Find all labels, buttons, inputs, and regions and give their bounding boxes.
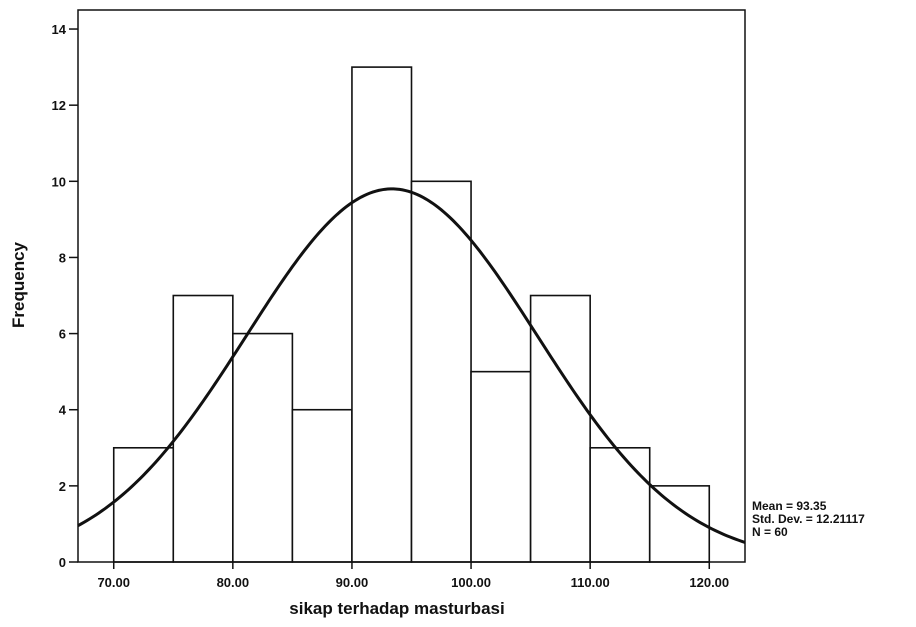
y-axis: 0 2 4 6 8 10 12 14 <box>52 22 78 570</box>
histogram-bar-6 <box>470 370 532 563</box>
x-axis: 70.00 80.00 90.00 100.00 110.00 120.00 <box>97 562 729 590</box>
stats-std-dev: Std. Dev. = 12.21117 <box>752 512 865 526</box>
stats-mean: Mean = 93.35 <box>752 499 827 513</box>
histogram-bar-9 <box>648 485 711 563</box>
y-tick-label-3: 6 <box>59 327 66 342</box>
x-tick-label-0: 70.00 <box>97 575 130 590</box>
histogram-bar-7 <box>529 294 591 563</box>
y-tick-label-7: 14 <box>52 22 67 37</box>
stats-n: N = 60 <box>752 525 788 539</box>
x-tick-label-1: 80.00 <box>217 575 250 590</box>
histogram-bar-0 <box>112 446 175 563</box>
x-tick-label-3: 100.00 <box>451 575 491 590</box>
x-tick-label-2: 90.00 <box>336 575 369 590</box>
histogram-bar-2 <box>232 332 294 563</box>
plot-area-frame <box>77 9 746 563</box>
normal-curve <box>77 187 746 544</box>
histogram-bars <box>112 66 711 563</box>
x-axis-title: sikap terhadap masturbasi <box>289 599 504 618</box>
y-tick-label-0: 0 <box>59 555 66 570</box>
histogram-bar-4 <box>351 66 413 563</box>
stats-box: Mean = 93.35 Std. Dev. = 12.21117 N = 60 <box>752 499 865 539</box>
y-tick-label-5: 10 <box>52 174 66 189</box>
histogram-bar-8 <box>589 446 651 563</box>
y-axis-title: Frequency <box>9 241 28 328</box>
histogram-bar-3 <box>291 408 353 563</box>
y-tick-label-2: 4 <box>59 403 67 418</box>
y-tick-label-4: 8 <box>59 250 66 265</box>
y-tick-label-1: 2 <box>59 479 66 494</box>
x-tick-label-4: 110.00 <box>571 575 610 590</box>
y-tick-label-6: 12 <box>52 98 66 113</box>
histogram-bar-5 <box>410 180 472 563</box>
x-tick-label-5: 120.00 <box>689 575 729 590</box>
